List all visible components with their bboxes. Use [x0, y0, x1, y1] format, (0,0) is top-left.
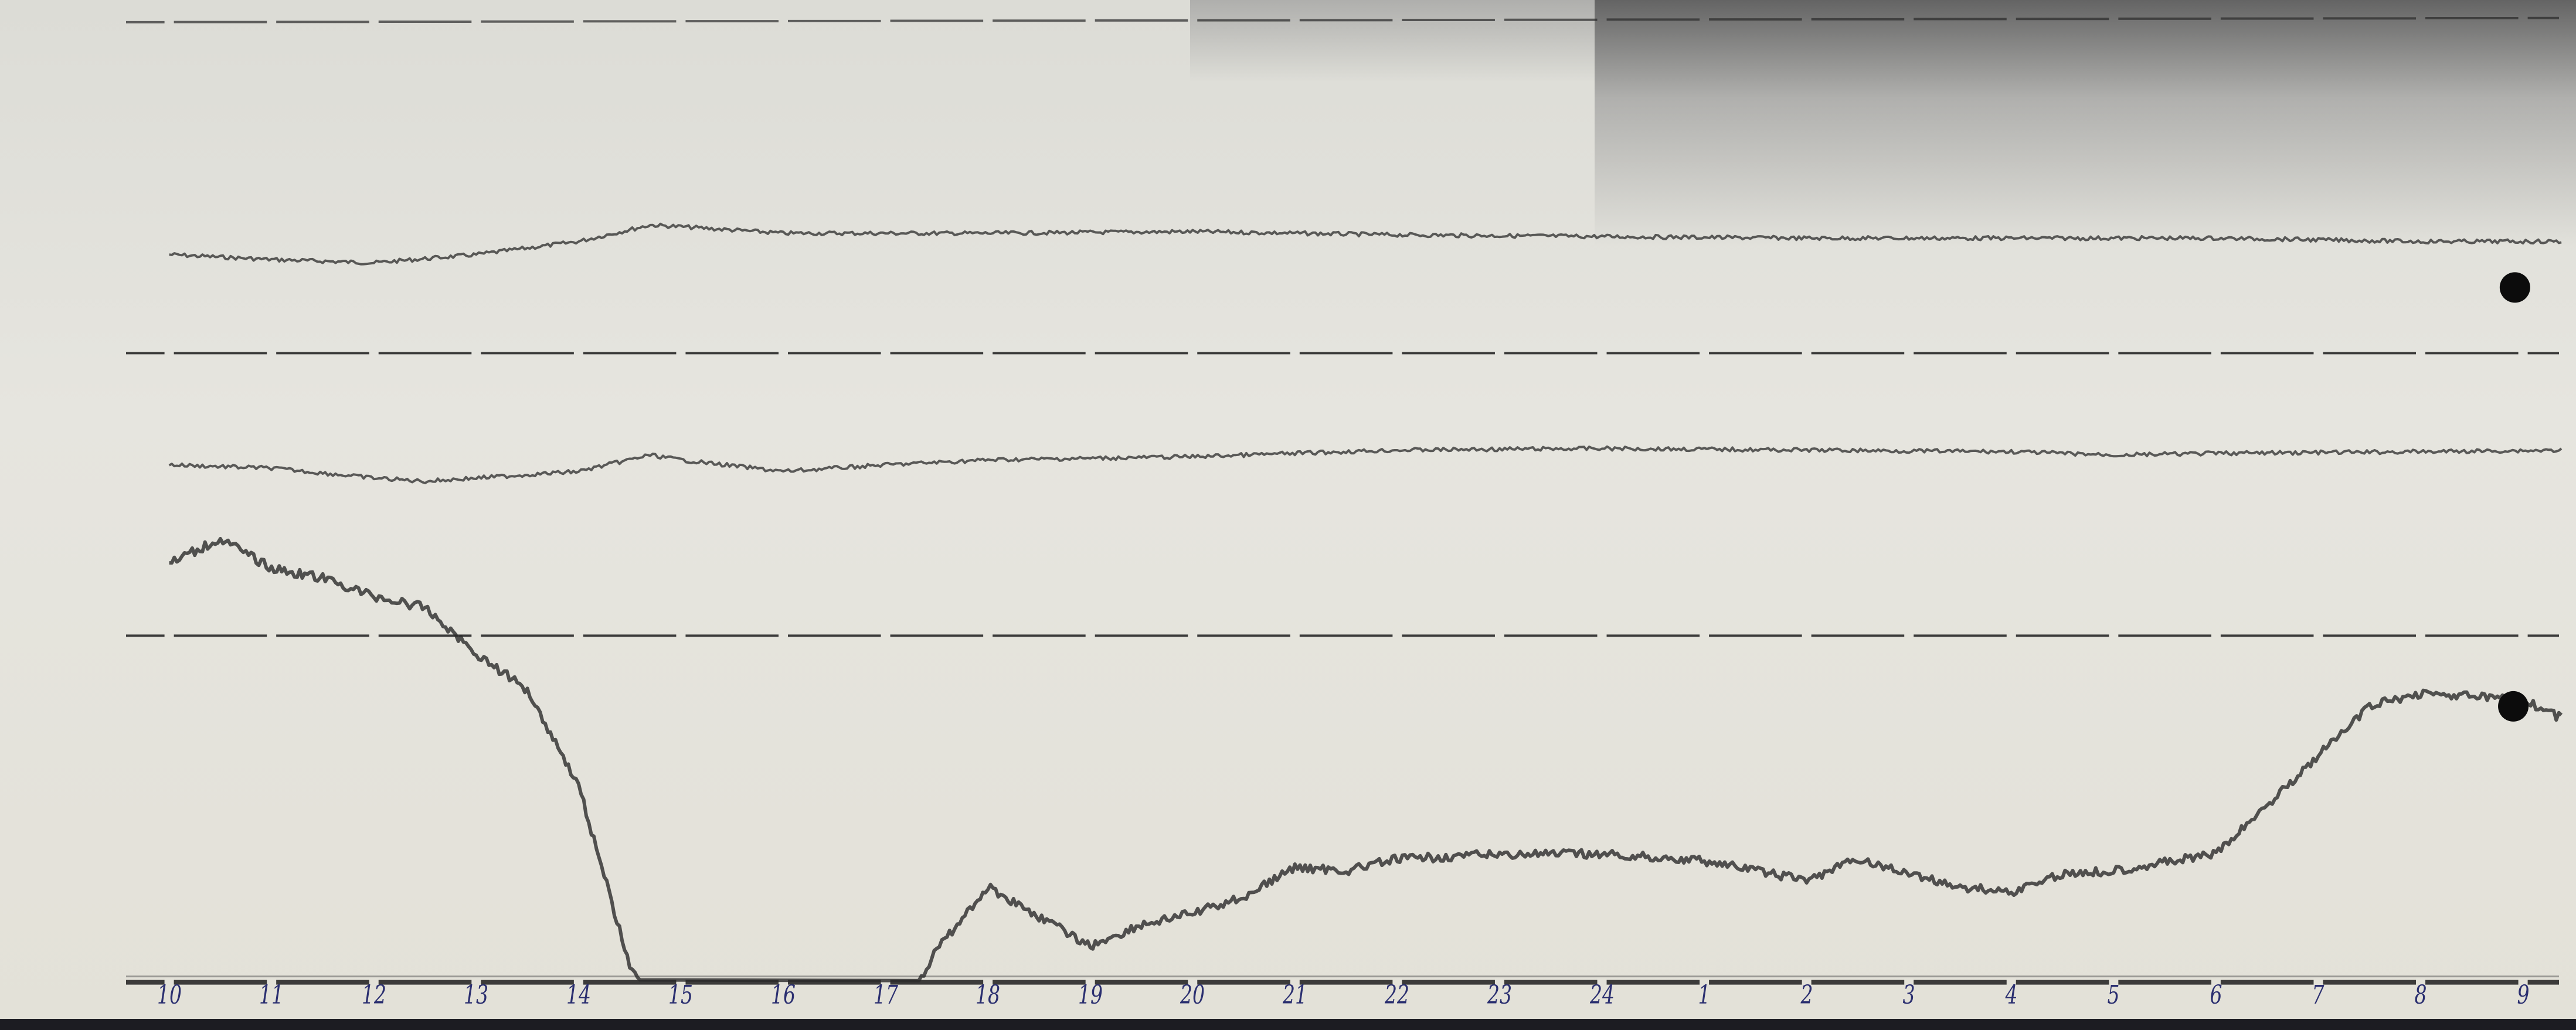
hour-tick-label: 5 — [2107, 980, 2120, 1010]
hour-tick-label: 8 — [2414, 980, 2427, 1010]
hour-tick-label: 6 — [2210, 980, 2222, 1010]
exposure-shadow — [1190, 0, 1595, 82]
hour-tick-label: 9 — [2517, 980, 2530, 1010]
hour-tick-label: 1 — [1698, 980, 1711, 1010]
hour-tick-label: 17 — [873, 980, 898, 1010]
marker-dot — [2499, 272, 2530, 303]
hour-tick-label: 21 — [1282, 980, 1307, 1010]
trace-line-2 — [168, 445, 2563, 485]
hour-tick-label: 14 — [566, 980, 591, 1010]
hour-tick-label: 11 — [259, 980, 284, 1010]
marker-dot — [2498, 691, 2529, 722]
hour-tick-label: 2 — [1800, 980, 1813, 1010]
trace-line-3 — [169, 536, 2563, 983]
hour-tick-label: 23 — [1487, 980, 1512, 1010]
hour-tick-label: 19 — [1078, 980, 1103, 1010]
hour-tick-label: 18 — [976, 980, 1001, 1010]
exposure-shadow — [1595, 0, 2576, 246]
hour-tick-label: 22 — [1385, 980, 1410, 1010]
hour-tick-label: 16 — [770, 980, 796, 1010]
sheet-edge — [0, 1019, 2576, 1030]
hour-tick-label: 12 — [361, 980, 386, 1010]
trace-line-1 — [169, 222, 2562, 266]
hour-tick-label: 10 — [157, 980, 182, 1010]
hour-tick-label: 24 — [1589, 980, 1615, 1010]
hour-tick-label: 7 — [2312, 980, 2324, 1010]
hour-tick-label: 15 — [668, 980, 694, 1010]
hour-tick-label: 13 — [464, 980, 489, 1010]
hour-tick-label: 3 — [1902, 980, 1915, 1010]
hour-tick-label: 20 — [1180, 980, 1205, 1010]
hour-tick-label: 4 — [2005, 980, 2018, 1010]
